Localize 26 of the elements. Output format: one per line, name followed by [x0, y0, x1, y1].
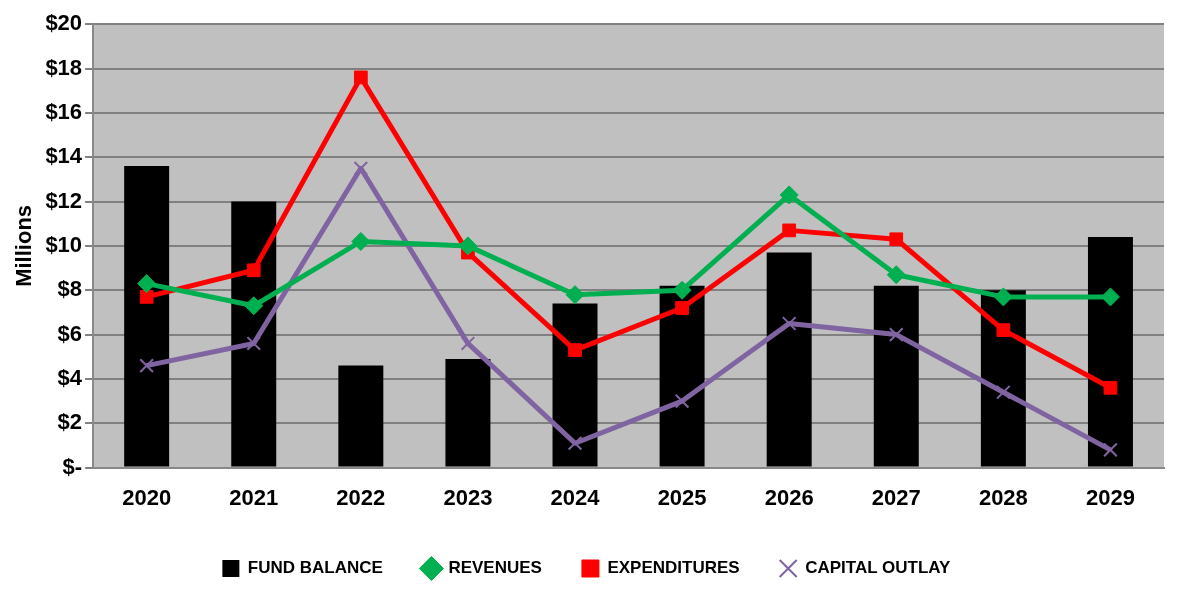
x-tick-label: 2024: [550, 484, 601, 510]
x-tick-label: 2020: [122, 484, 172, 510]
y-tick-label: $2: [57, 409, 83, 435]
y-tick-label: $4: [57, 364, 83, 390]
y-tick-label: $18: [45, 54, 83, 80]
x-tick-label: 2023: [443, 484, 493, 510]
y-tick-label: $14: [45, 143, 83, 169]
legend-label: EXPENDITURES: [607, 558, 740, 578]
legend-label: CAPITAL OUTLAY: [805, 558, 951, 578]
y-tick-label: $-: [62, 453, 83, 479]
legend-label: FUND BALANCE: [247, 558, 383, 578]
y-axis-title: Millions: [11, 204, 37, 287]
x-tick-label: 2029: [1085, 484, 1135, 510]
y-tick-label: $10: [45, 231, 83, 257]
x-tick-label: 2021: [229, 484, 279, 510]
legend-label: REVENUES: [448, 558, 542, 578]
x-tick-label: 2027: [871, 484, 921, 510]
y-tick-label: $8: [57, 276, 83, 302]
y-tick-label: $12: [45, 187, 83, 213]
x-tick-label: 2026: [764, 484, 814, 510]
y-tick-label: $6: [57, 320, 83, 346]
y-tick-label: $20: [45, 10, 83, 36]
x-tick-label: 2028: [978, 484, 1028, 510]
x-tick-label: 2022: [336, 484, 386, 510]
x-tick-label: 2025: [657, 484, 707, 510]
y-tick-label: $16: [45, 98, 83, 124]
